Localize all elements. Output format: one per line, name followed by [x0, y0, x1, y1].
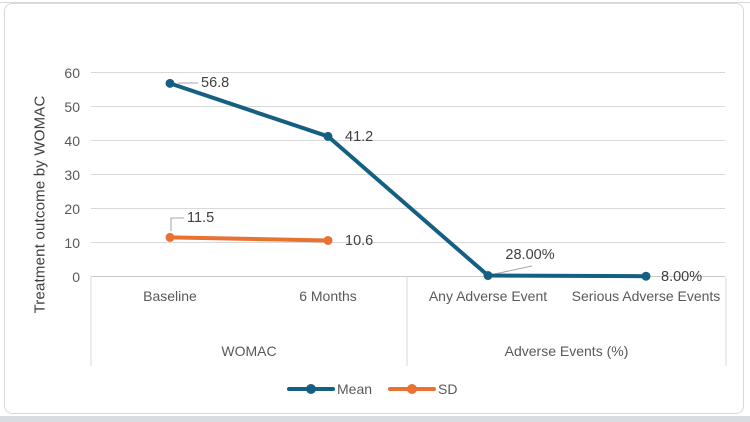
axis-group-label: Adverse Events (%)	[504, 343, 629, 359]
data-point-marker-mean[interactable]	[641, 271, 651, 281]
x-category-label: Serious Adverse Events	[571, 288, 721, 304]
legend-item-mean[interactable]: Mean	[287, 381, 372, 397]
x-category-label: Any Adverse Event	[428, 288, 548, 304]
data-point-marker-sd[interactable]	[323, 235, 333, 245]
series-line-sd	[168, 235, 330, 243]
data-label-leader-line	[170, 217, 184, 231]
data-point-marker-mean[interactable]	[483, 271, 493, 281]
data-label-mean: 28.00%	[505, 247, 555, 263]
slide-bottom-edge	[0, 416, 750, 422]
y-tick-label: 20	[64, 200, 80, 217]
data-label-sd: 10.6	[345, 233, 374, 249]
data-label-mean: 56.8	[201, 75, 230, 91]
y-tick-label: 0	[72, 268, 80, 285]
legend-line-marker-icon	[388, 382, 437, 396]
data-label-leader-line	[489, 265, 533, 276]
y-tick-label: 50	[64, 98, 80, 115]
series-line-mean	[168, 81, 648, 279]
y-tick-label: 30	[64, 166, 80, 183]
data-label-mean: 8.00%	[661, 269, 703, 285]
y-tick-label: 60	[64, 64, 80, 81]
data-point-marker-sd[interactable]	[165, 232, 175, 242]
legend-item-sd[interactable]: SD	[388, 381, 457, 397]
legend-label: SD	[438, 381, 458, 397]
legend-line-marker-icon	[287, 382, 335, 396]
y-tick-label: 40	[64, 132, 80, 149]
legend-label: Mean	[337, 381, 373, 397]
x-category-label: 6 Months	[299, 288, 357, 304]
y-tick-label: 10	[64, 234, 80, 251]
chart-legend: Mean SD	[287, 381, 457, 397]
slide-edge-line	[0, 2, 750, 3]
data-label-sd: 11.5	[187, 210, 215, 226]
axis-group-label: WOMAC	[221, 343, 277, 359]
data-label-mean: 41.2	[345, 129, 374, 145]
x-category-label: Baseline	[143, 288, 197, 304]
data-point-marker-mean[interactable]	[323, 131, 333, 141]
data-point-marker-mean[interactable]	[165, 78, 175, 88]
